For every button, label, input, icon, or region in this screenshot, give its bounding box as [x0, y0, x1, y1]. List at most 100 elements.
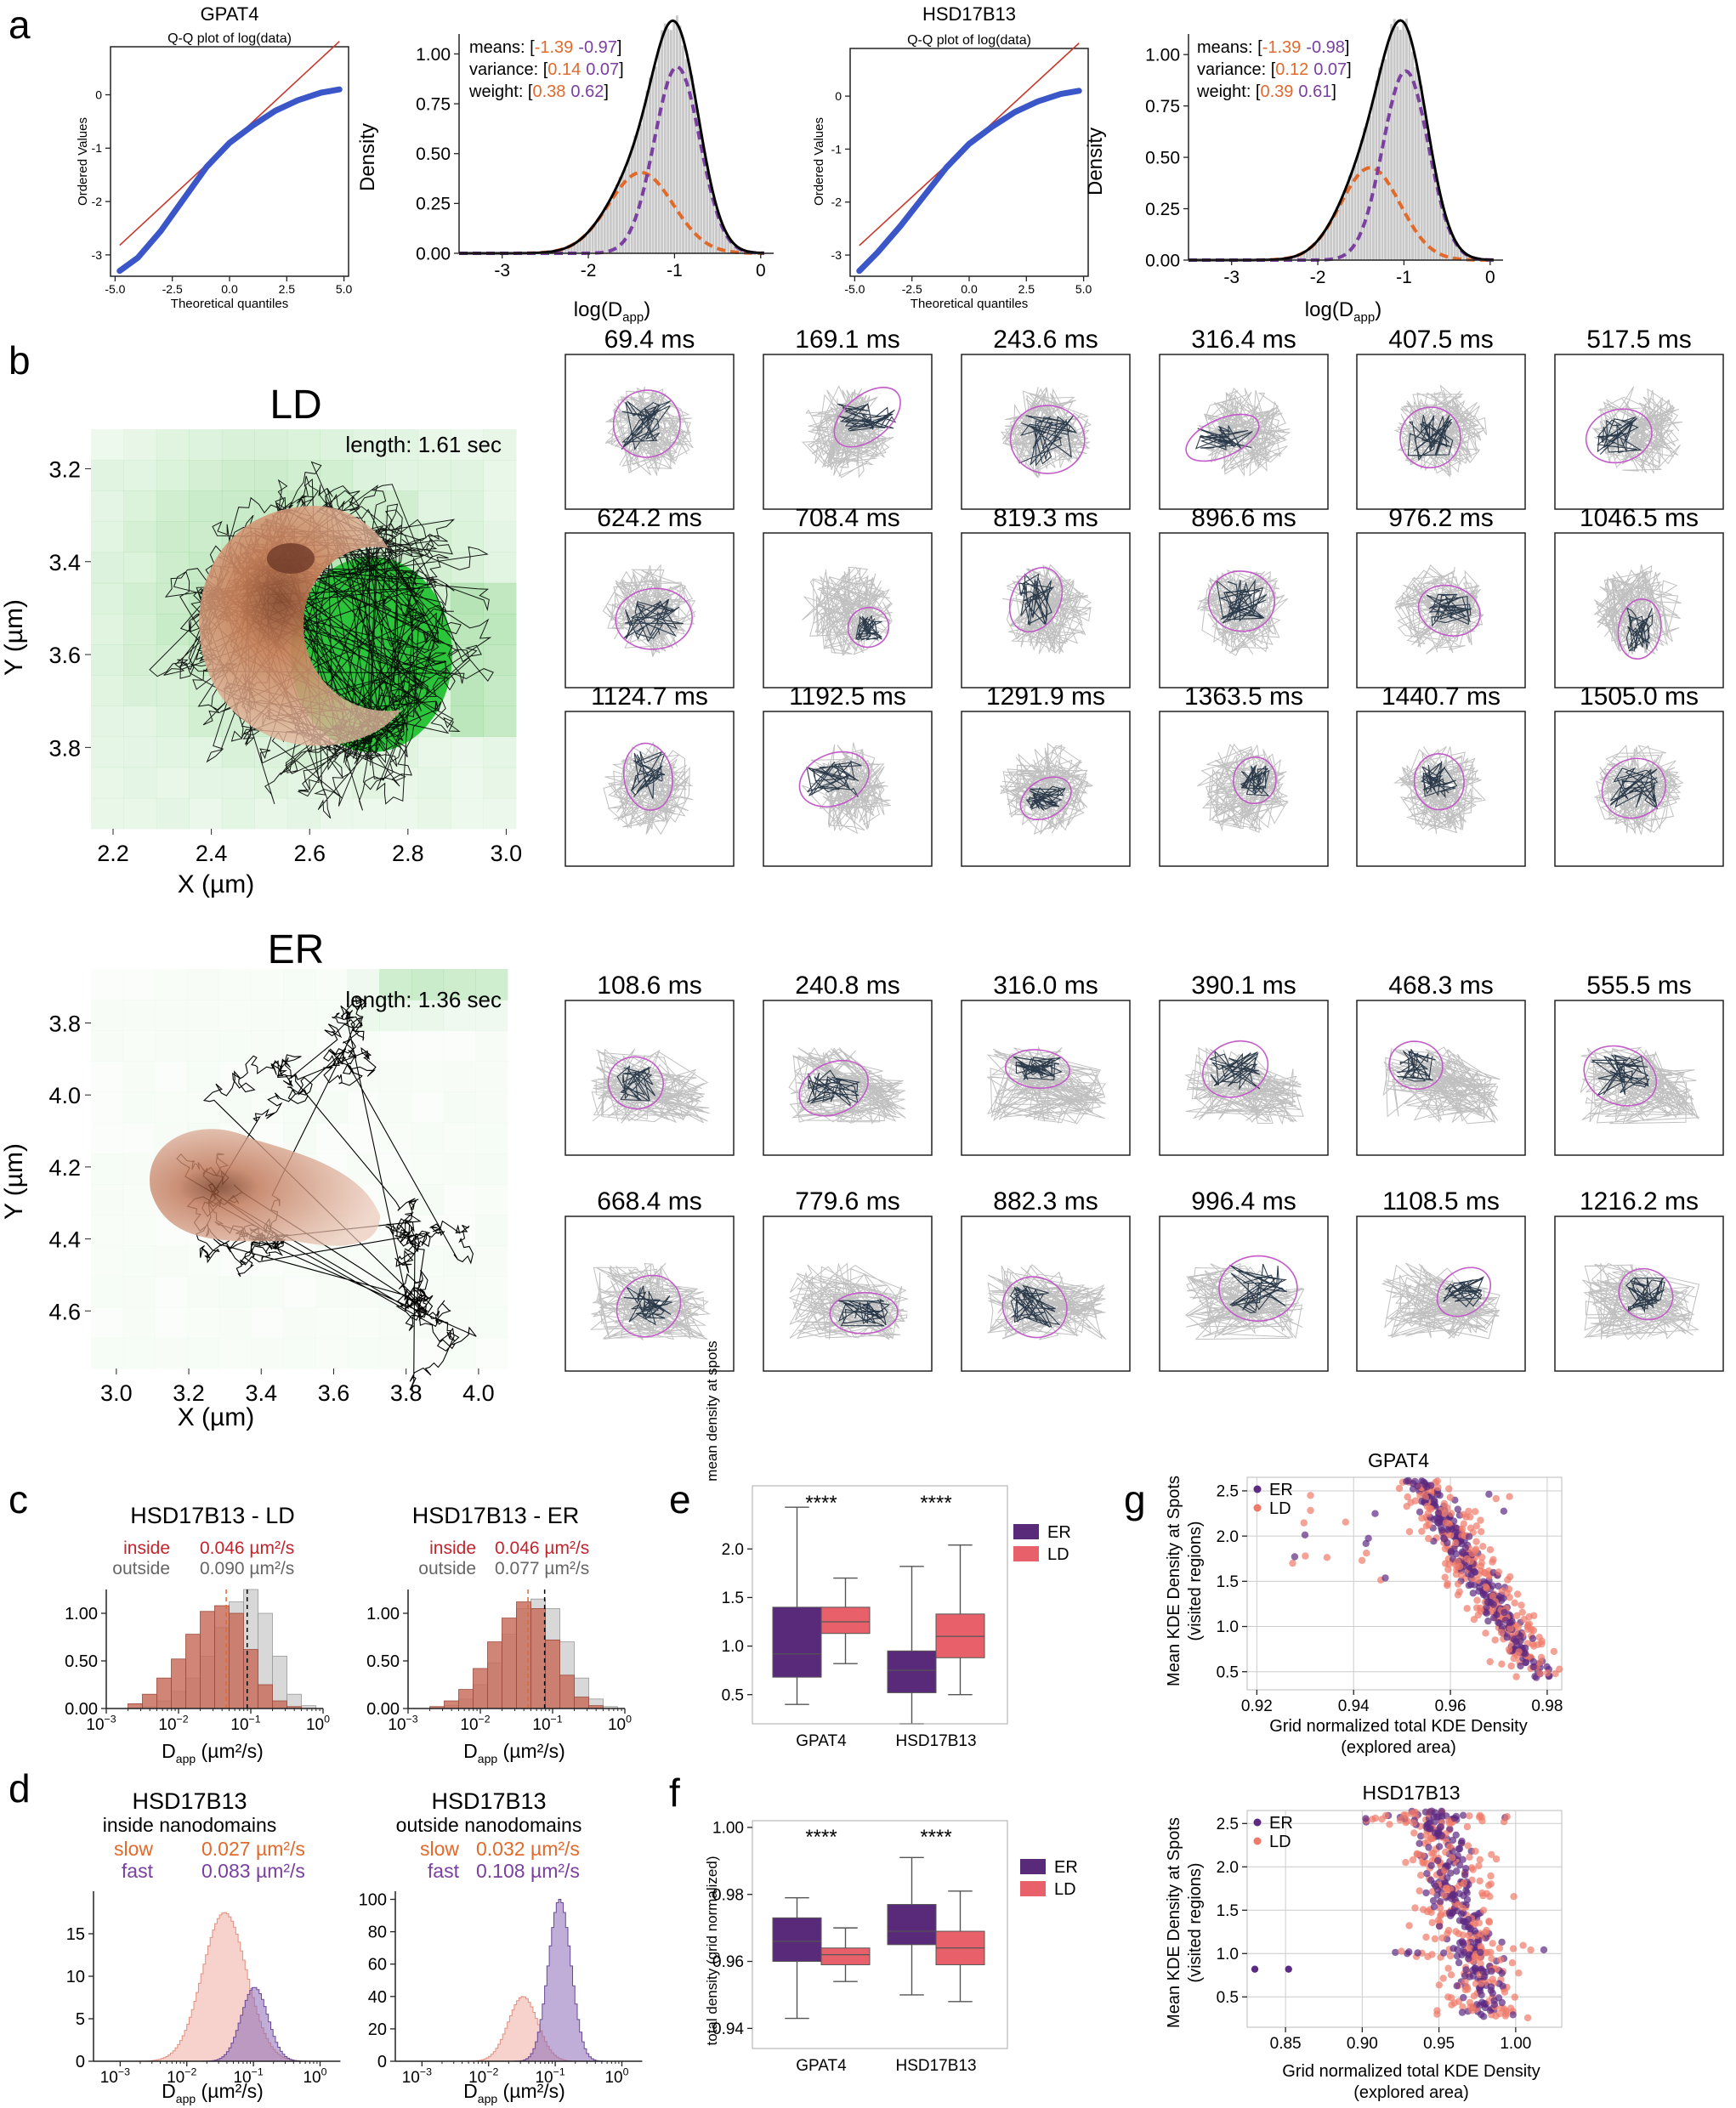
gmm-hist-bar — [1456, 246, 1460, 260]
er-point — [1425, 1844, 1432, 1851]
green-pixel — [283, 1306, 316, 1339]
ld-point — [1405, 1922, 1413, 1930]
gmm-hist-bar — [1296, 255, 1300, 260]
green-pixel — [91, 1123, 123, 1154]
d-ytick-label: 60 — [368, 1956, 387, 1975]
ld-point — [1444, 1964, 1452, 1972]
green-pixel — [221, 429, 255, 461]
er-point — [1381, 1574, 1389, 1582]
ld-point — [1438, 1911, 1445, 1918]
er-point — [1446, 1825, 1454, 1833]
er-frame-track — [1009, 1284, 1061, 1329]
er-frame-time: 1216.2 ms — [1580, 1187, 1699, 1216]
green-pixel — [91, 1091, 124, 1124]
green-pixel — [417, 429, 451, 461]
gmm-hist-bar — [1426, 132, 1429, 260]
er-point — [1469, 1590, 1478, 1597]
er-ylabel: Y (µm) — [0, 1143, 28, 1220]
ld-frame-contour — [1413, 753, 1465, 811]
ld-point — [1418, 1851, 1427, 1860]
c-er-bars: 10−3 10−2 10−1 100 0.00 0.50 1.00 — [366, 1590, 632, 1734]
ld-point — [1403, 1503, 1410, 1510]
gmm-hist-bar — [657, 49, 661, 253]
green-pixel — [283, 1000, 316, 1031]
green-pixel — [417, 797, 451, 830]
f-boxes: **** **** 0.94 0.96 0.98 1.00 GPAT4 HSD17B13 ER L… — [712, 1820, 1078, 2075]
c-ytick-label: 0.50 — [366, 1652, 400, 1671]
ld-frame-contour — [612, 389, 681, 458]
ld-frame-time: 69.4 ms — [604, 326, 695, 354]
green-pixel — [156, 706, 190, 738]
d-outside-xlabel: Dapp (µm²/s) — [463, 2080, 565, 2105]
ld-frame-17: 1440.7 ms — [1356, 683, 1526, 867]
er-point — [1529, 1663, 1537, 1671]
ld-point — [1477, 1980, 1485, 1987]
gmm-plot-hsd17b13: -3 -2 -1 0 0.00 0.25 0.50 0.75 1.00 Density log(… — [1084, 18, 1503, 325]
gmm-hist-bar — [1326, 226, 1330, 260]
green-pixel — [122, 1276, 156, 1308]
g-ytick-label: 1.5 — [1217, 1573, 1239, 1591]
g-xtick-label: 0.98 — [1531, 1697, 1563, 1715]
d-outside-title: HSD17B13 — [431, 1788, 546, 1814]
d-ytick-label: 40 — [368, 1988, 387, 2007]
qq-ytick-label: -2 — [92, 195, 103, 208]
ld-point — [1416, 1492, 1424, 1499]
green-pixel — [315, 1306, 349, 1339]
ld-point — [1543, 1669, 1552, 1677]
ld-point — [1444, 1930, 1451, 1937]
inside-bar — [516, 1601, 531, 1709]
overview-ytick-label: 4.4 — [48, 1227, 81, 1253]
box-ytick-label: 1.00 — [712, 1820, 744, 1838]
c-er-inside-value: 0.046 µm²/s — [495, 1538, 589, 1558]
ld-point — [1480, 1568, 1488, 1577]
legend-marker-ER — [1253, 1485, 1262, 1493]
green-pixel — [122, 1306, 156, 1339]
ld-point — [1477, 1960, 1484, 1968]
d-inside-title: HSD17B13 — [132, 1788, 247, 1814]
er-point — [1444, 1526, 1451, 1533]
green-pixel — [483, 429, 517, 461]
svg-text:weight: [0.390.61]: weight: [0.39 0.61] — [1196, 82, 1336, 101]
green-pixel — [91, 1184, 124, 1216]
er-frame-contour — [1583, 1045, 1658, 1107]
green-pixel — [320, 460, 354, 491]
ld-point — [1430, 1849, 1438, 1857]
green-pixel — [187, 1030, 220, 1062]
qq-xlabel-gpat4: Theoretical quantiles — [171, 297, 288, 311]
ld-frame-contour — [847, 606, 890, 649]
overview-xtick-label: 3.0 — [491, 841, 523, 866]
er-frame-contour — [1004, 1049, 1071, 1090]
ld-point — [1550, 1647, 1558, 1656]
box-ytick-label: 0.98 — [712, 1886, 744, 1904]
significance-marker: **** — [920, 1492, 951, 1515]
inside-bar — [559, 1674, 575, 1709]
box-ytick-label: 1.0 — [722, 1638, 744, 1656]
c-xtick-label: 10−3 — [86, 1713, 116, 1734]
green-pixel — [155, 1030, 188, 1062]
ld-point — [1400, 1811, 1408, 1819]
green-pixel — [123, 460, 157, 491]
ld-frame-track — [855, 614, 883, 641]
gmm-hist-bar — [1444, 218, 1448, 260]
er-point — [1452, 1831, 1460, 1839]
g-xtick-label: 0.95 — [1423, 2035, 1455, 2053]
c-xtick-label: 100 — [306, 1713, 330, 1734]
ld-point — [1409, 1856, 1417, 1864]
er-frame-time: 779.6 ms — [795, 1187, 899, 1216]
green-pixel — [475, 969, 508, 1000]
green-pixel — [347, 1306, 380, 1339]
er-point — [1285, 1965, 1292, 1973]
green-pixel — [283, 1091, 316, 1124]
overview-ytick-label: 3.8 — [48, 1012, 81, 1037]
ld-frame-track — [806, 760, 862, 797]
g-ytick-label: 1.0 — [1217, 1618, 1239, 1636]
green-pixel — [254, 429, 288, 461]
ld-frame-7: 624.2 ms — [564, 504, 735, 688]
qq-ytick-label: -1 — [92, 141, 103, 155]
ld-point — [1459, 2003, 1467, 2011]
g1-xlabel: Grid normalized total KDE Density — [1269, 1717, 1527, 1736]
ld-frame-time: 316.4 ms — [1191, 326, 1296, 354]
er-point — [1415, 1508, 1424, 1516]
inside-bar — [128, 1703, 143, 1709]
